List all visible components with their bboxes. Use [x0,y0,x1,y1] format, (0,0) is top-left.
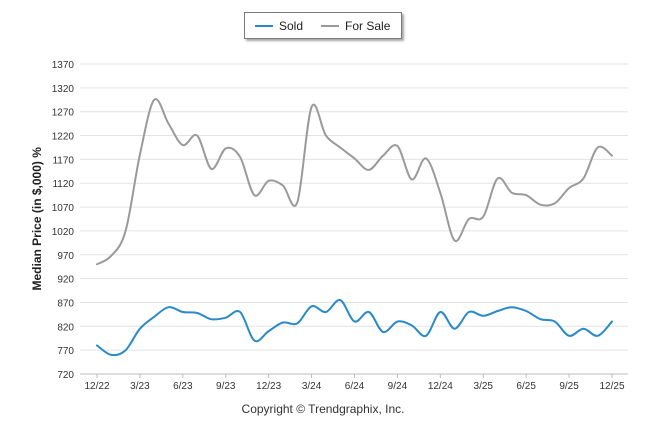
x-tick-label: 3/24 [302,381,322,392]
y-tick-label: 920 [57,275,74,286]
x-tick-label: 9/24 [388,381,408,392]
x-tick-label: 6/25 [516,381,536,392]
y-tick-label: 1270 [52,108,75,119]
y-tick-label: 720 [57,370,74,381]
series-line-sold [96,299,613,357]
y-tick-label: 1020 [52,227,75,238]
x-tick-label: 12/23 [256,381,281,392]
y-tick-label: 1120 [52,179,74,190]
x-tick-label: 12/24 [428,381,453,392]
legend-item-for-sale[interactable]: For Sale [321,19,390,33]
x-tick-label: 12/22 [84,381,109,392]
copyright-footer: Copyright © Trendgraphix, Inc. [241,402,405,416]
grid-lines [80,63,628,375]
x-tick-label: 9/25 [559,381,579,392]
legend-swatch-for-sale [321,24,340,27]
series-line-for-sale [96,98,613,266]
y-tick-label: 1320 [52,84,75,95]
x-tick-label: 3/23 [130,381,150,392]
y-tick-label: 820 [57,322,74,333]
y-tick-label: 1070 [52,203,75,214]
y-tick-label: 1170 [52,155,74,166]
series-lines [96,98,613,357]
x-tick-label: 9/23 [216,381,236,392]
y-tick-label: 970 [57,251,74,262]
y-tick-label: 870 [57,298,74,309]
y-tick-label: 770 [57,346,74,357]
x-tick-labels: 12/22 3/23 6/23 9/23 12/23 3/24 6/24 9/24 12/24 3… [84,374,625,392]
x-tick-label: 3/25 [474,381,494,392]
x-tick-label: 6/24 [345,381,365,392]
x-tick-label: 12/25 [599,381,624,392]
y-axis-label: Median Price (in $,000) % [30,147,44,291]
legend-item-sold[interactable]: Sold [255,19,303,33]
legend-swatch-sold [255,24,273,27]
x-tick-label: 6/23 [173,381,193,392]
y-tick-label: 1370 [52,60,75,71]
legend: Sold For Sale [244,12,402,39]
y-tick-label: 1220 [52,132,75,143]
legend-label-sold: Sold [279,18,304,33]
legend-label-for-sale: For Sale [345,18,391,33]
y-tick-labels: 720 770 820 870 920 970 1020 1070 1120 1170 1220 12… [52,60,75,381]
